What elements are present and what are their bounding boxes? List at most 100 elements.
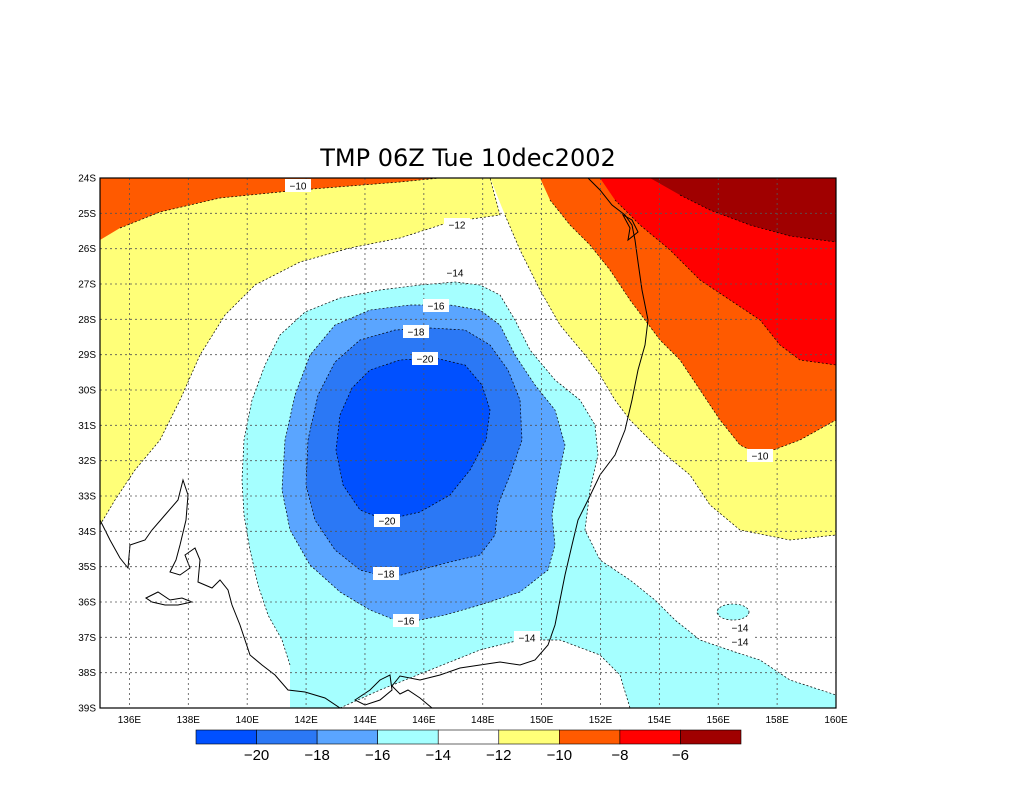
contour-label-bg [442, 266, 468, 279]
contour-label-bg [393, 614, 419, 627]
lat-tick-label: 36S [78, 598, 96, 609]
lon-tick-label: 140E [236, 715, 260, 726]
contour-label: −10 [747, 449, 773, 463]
contour-label: −18 [403, 325, 429, 339]
contour-label-text: −14 [447, 269, 464, 280]
lat-tick-label: 24S [78, 174, 96, 185]
colorbar-label: −12 [486, 747, 511, 764]
band-lt-m20 [336, 358, 490, 520]
contour-label-bg [403, 325, 429, 338]
contour-label: −12 [444, 218, 470, 232]
colorbar: −20 −18 −16 −14 −12 −10 −8 −6 [195, 729, 742, 764]
lon-axis: 136E 138E 140E 142E 144E 146E 148E 150E 152E 154E… [118, 715, 848, 726]
contour-label: −10 [285, 179, 311, 193]
lon-tick-label: 150E [530, 715, 554, 726]
colorbar-swatch [195, 729, 257, 745]
lon-tick-label: 142E [294, 715, 318, 726]
colorbar-swatch [619, 729, 681, 745]
contour-label: −16 [393, 614, 419, 628]
colorbar-label: −6 [672, 747, 689, 764]
contour-label-bg [747, 449, 773, 462]
contour-label-text: −10 [290, 182, 307, 193]
plot-frame [99, 177, 837, 709]
contour-label: −14 [442, 266, 468, 280]
colorbar-swatch [256, 729, 318, 745]
contour-label-text: −16 [428, 302, 445, 313]
contour-label-text: −14 [732, 624, 749, 635]
lat-tick-label: 27S [78, 280, 96, 291]
contour-label-bg [412, 352, 438, 365]
lat-tick-label: 35S [78, 562, 96, 573]
lat-tick-label: 33S [78, 492, 96, 503]
band-gt-m6 [650, 178, 836, 242]
contour-label-bg [423, 299, 449, 312]
contour-label-text: −14 [732, 638, 749, 649]
colorbar-swatch [498, 729, 560, 745]
contour-label-bg [444, 218, 470, 231]
contour-label-text: −20 [379, 517, 396, 528]
lat-tick-label: 29S [78, 350, 96, 361]
colorbar-swatch [437, 729, 500, 745]
lon-tick-label: 136E [118, 715, 142, 726]
contour-label-text: −14 [519, 634, 536, 645]
coastline [100, 178, 649, 708]
lat-tick-label: 25S [78, 209, 96, 220]
lon-tick-label: 138E [177, 715, 201, 726]
colorbar-swatch [377, 729, 439, 745]
contour-label: −20 [412, 352, 438, 366]
lat-tick-label: 39S [78, 704, 96, 715]
lon-tick-label: 146E [412, 715, 436, 726]
colorbar-label: −18 [304, 747, 329, 764]
colorbar-swatch [680, 729, 742, 745]
contour-label: −14 [727, 621, 753, 635]
contour-label-text: −18 [378, 570, 395, 581]
contour-label: −16 [423, 299, 449, 313]
contour-label-bg [727, 635, 753, 648]
lon-tick-label: 148E [471, 715, 495, 726]
lon-tick-label: 160E [824, 715, 848, 726]
contour-label-bg [514, 631, 540, 644]
colorbar-label: −16 [365, 747, 390, 764]
contour-label-text: −16 [398, 617, 415, 628]
lon-tick-label: 152E [589, 715, 613, 726]
contour-label-bg [727, 621, 753, 634]
colorbar-label: −8 [611, 747, 628, 764]
lat-tick-label: 32S [78, 456, 96, 467]
band-m10-m8-nw [100, 178, 440, 240]
contour-label-group: −10 −12 −14 −16 −18 −20 −10 −20 −18 −16 −14 −14 −14 [285, 179, 773, 649]
lat-tick-label: 31S [78, 421, 96, 432]
contour-label: −20 [374, 514, 400, 528]
grid-lines [100, 178, 836, 708]
colorbar-swatch [316, 729, 378, 745]
band-m12-m10-west [100, 178, 500, 525]
contour-label-text: −10 [752, 452, 769, 463]
contour-label: −14 [727, 635, 753, 649]
band-m16-m14-islet [717, 604, 749, 620]
contour-label-bg [373, 567, 399, 580]
contour-label-text: −12 [449, 221, 466, 232]
lon-tick-label: 154E [648, 715, 672, 726]
map-title: TMP 06Z Tue 10dec2002 [319, 144, 616, 172]
colorbar-label: −14 [425, 747, 450, 764]
contour-label-bg [285, 179, 311, 192]
lat-tick-label: 37S [78, 633, 96, 644]
contour-label: −18 [373, 567, 399, 581]
contour-label-text: −18 [408, 328, 425, 339]
contour-label: −14 [514, 631, 540, 645]
lat-axis: 24S 25S 26S 27S 28S 29S 30S 31S 32S 33S 34S 35S 36S 3… [78, 174, 96, 715]
colorbar-label: −20 [244, 747, 269, 764]
lat-tick-label: 26S [78, 244, 96, 255]
colorbar-label: −10 [547, 747, 572, 764]
lon-tick-label: 156E [707, 715, 731, 726]
colorbar-swatch [559, 729, 621, 745]
lat-tick-label: 30S [78, 386, 96, 397]
lat-tick-label: 34S [78, 527, 96, 538]
lon-tick-label: 158E [765, 715, 789, 726]
contour-label-bg [374, 514, 400, 527]
lat-tick-label: 38S [78, 668, 96, 679]
band-m14-m12-south [340, 640, 630, 708]
lat-tick-label: 28S [78, 315, 96, 326]
contour-label-text: −20 [417, 355, 434, 366]
lon-tick-label: 144E [353, 715, 377, 726]
